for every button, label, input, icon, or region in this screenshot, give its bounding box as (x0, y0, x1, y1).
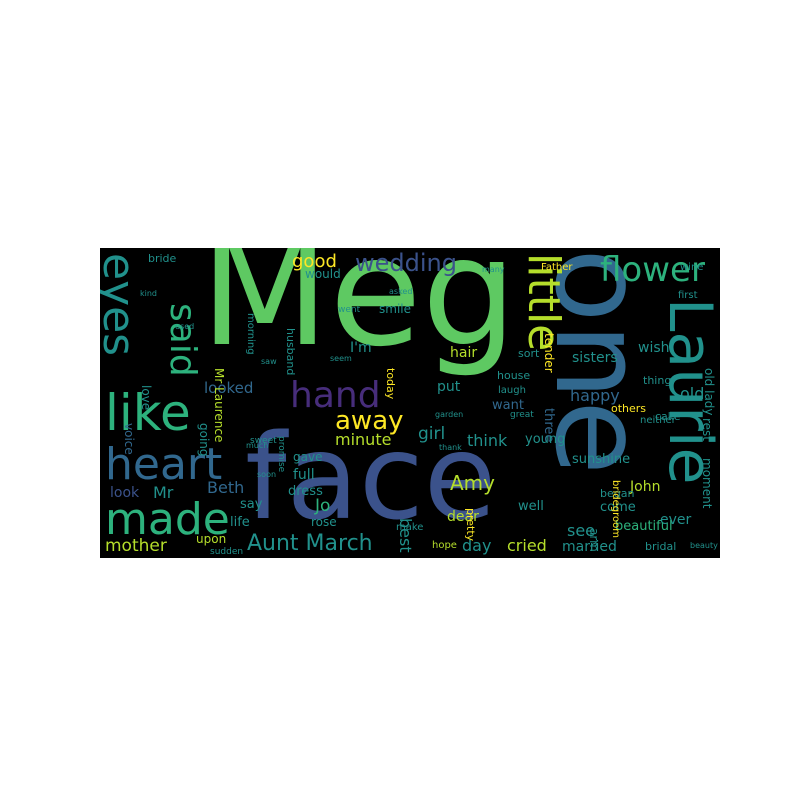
word-many: many (482, 265, 505, 274)
word-seem: seem (330, 354, 352, 363)
word-beth: Beth (207, 478, 245, 497)
word-meg: Meg (200, 248, 517, 380)
word-smile: smile (379, 302, 411, 316)
word-good: good (292, 251, 337, 272)
word-hair: hair (450, 345, 478, 361)
word-wish: wish (638, 340, 670, 356)
word-rose: rose (311, 515, 337, 529)
word-husband: husband (284, 328, 297, 376)
word-gave: gave (293, 450, 323, 464)
word-life: life (230, 515, 250, 530)
word-sudden: sudden (210, 547, 244, 557)
word-full: full (293, 467, 315, 483)
word-jo: Jo (315, 496, 331, 516)
word-think: think (467, 431, 508, 450)
word-cloud: Meg face one Laurie little eyes like heart made s… (100, 248, 720, 558)
word-mr-laurence: Mr Laurence (212, 368, 226, 443)
word-thing: thing (643, 374, 672, 387)
word-well: well (518, 499, 544, 514)
word-heart: heart (105, 439, 223, 490)
word-make: make (396, 522, 424, 533)
word-happy: happy (570, 386, 620, 405)
word-hope: hope (432, 540, 457, 551)
word-sort: sort (518, 347, 540, 360)
word-day: day (462, 536, 492, 555)
word-used: used (175, 322, 195, 331)
word-tender: tender (542, 333, 556, 373)
word-ever: ever (660, 512, 692, 528)
word-flower: flower (600, 250, 705, 290)
word-great: great (510, 410, 534, 420)
word-voice: voice (122, 423, 136, 455)
word-went: went (338, 305, 361, 315)
word-neither: neither (640, 415, 676, 426)
word-come: come (600, 500, 636, 515)
word-im: I'm (350, 340, 372, 356)
word-thank: thank (439, 443, 462, 452)
word-moment: moment (700, 458, 714, 509)
word-laugh: laugh (498, 385, 526, 396)
word-said: said (162, 303, 203, 377)
word-beauty: beauty (690, 541, 718, 550)
word-girl: girl (418, 424, 446, 444)
word-say: say (240, 497, 263, 512)
word-promise: promise (276, 436, 286, 473)
word-bride: bride (148, 252, 177, 265)
word-rest: rest (700, 418, 714, 442)
word-looked: looked (204, 379, 254, 397)
word-today: today (384, 368, 397, 400)
word-sweet: sweet (250, 436, 277, 446)
word-soon: soon (257, 470, 277, 479)
word-dear: dear (447, 509, 479, 525)
word-aunt-march: Aunt March (247, 531, 373, 556)
word-married: married (562, 539, 617, 555)
word-sisters: sisters (572, 350, 618, 366)
word-going: going (197, 423, 211, 457)
word-john: John (630, 479, 661, 495)
word-old-lady: old lady (702, 368, 716, 416)
word-see: see (567, 521, 596, 540)
word-beautiful: beautiful (615, 519, 673, 534)
word-bridal: bridal (645, 540, 677, 553)
word-love: love (139, 385, 153, 411)
word-kind: kind (140, 289, 158, 298)
word-face: face (245, 408, 497, 546)
word-garden: garden (435, 410, 464, 419)
word-put: put (437, 379, 461, 395)
word-cried: cried (507, 536, 547, 555)
word-bridegroom: bridegroom (610, 480, 621, 538)
word-wedding: wedding (355, 249, 457, 277)
word-want: want (492, 398, 524, 413)
word-like: like (105, 384, 191, 442)
word-morning: morning (245, 313, 256, 355)
word-upon: upon (196, 532, 227, 546)
word-would: would (305, 267, 341, 281)
word-arm: arm (587, 528, 601, 552)
word-mr: Mr (153, 483, 174, 502)
word-mother: mother (105, 536, 167, 556)
word-began: began (600, 487, 635, 500)
word-minute: minute (335, 430, 392, 449)
word-made: made (105, 494, 230, 545)
word-cake: cake (655, 410, 681, 423)
word-father: Father (541, 262, 573, 273)
word-amy: Amy (450, 471, 495, 495)
word-look: look (110, 485, 140, 501)
word-pretty: pretty (464, 508, 477, 542)
word-asked: asked (389, 287, 413, 296)
word-sunshine: sunshine (572, 452, 631, 467)
word-house: house (497, 369, 531, 382)
word-first: first (678, 290, 698, 301)
word-wine: wine (680, 262, 704, 273)
word-young: young (525, 432, 566, 447)
word-much: much (246, 441, 269, 450)
word-dress: dress (288, 484, 323, 499)
word-others: others (611, 402, 647, 415)
word-eyes: eyes (100, 253, 144, 357)
word-away: away (335, 406, 404, 436)
word-saw: saw (261, 357, 277, 366)
word-old: old (680, 384, 705, 403)
word-hand: hand (290, 375, 381, 416)
